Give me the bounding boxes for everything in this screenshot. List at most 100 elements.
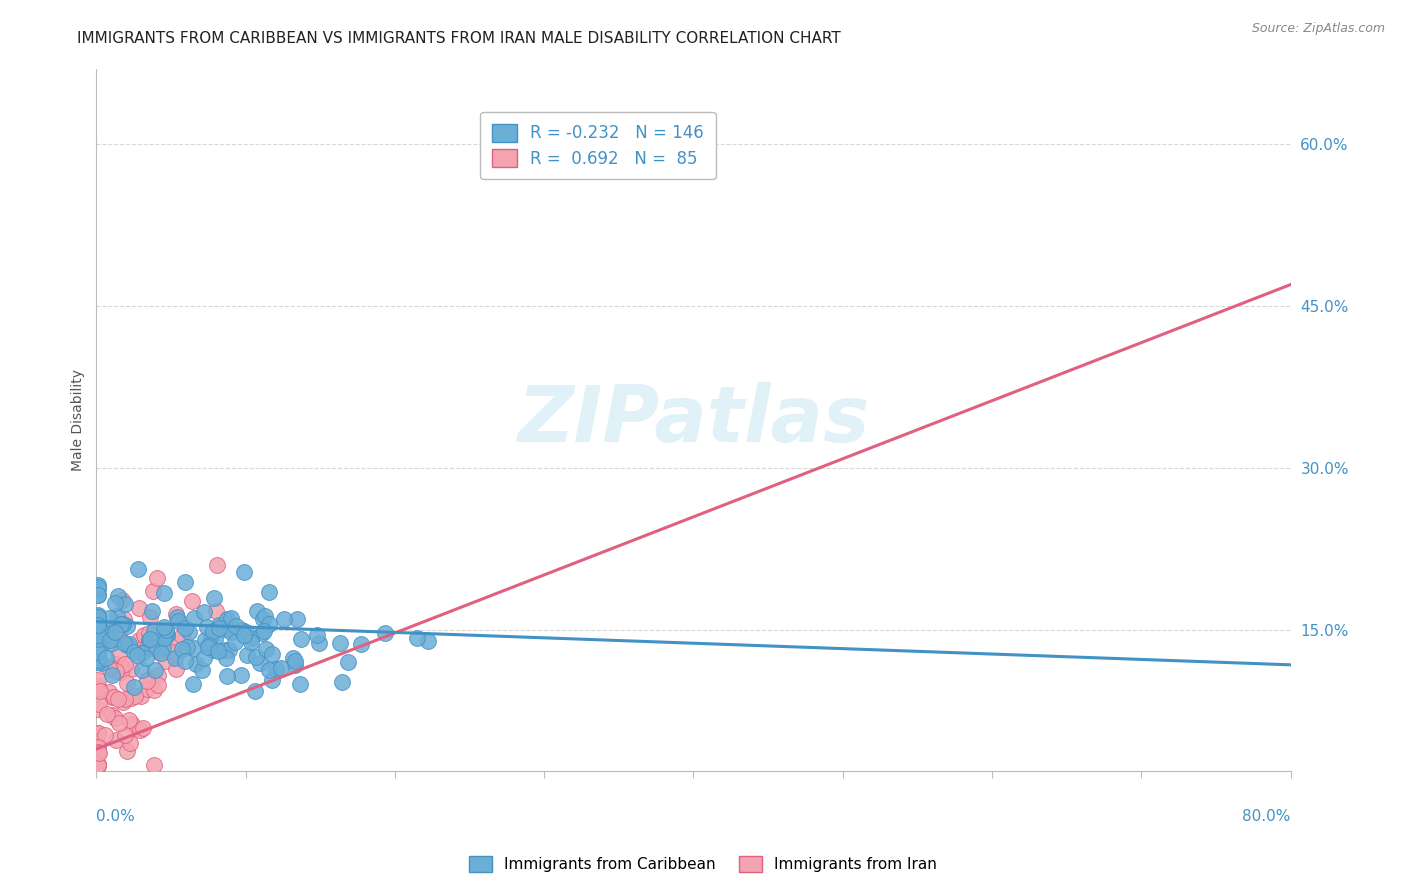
Point [101, 690, 124, 704]
Point [181, 677, 204, 691]
Point [87, 655, 110, 669]
Point [257, 617, 280, 632]
Point [166, 662, 188, 676]
Point [91, 625, 114, 640]
Point [87, 758, 110, 772]
Point [87, 588, 110, 602]
Point [114, 657, 136, 672]
Point [212, 622, 235, 636]
Point [174, 574, 197, 589]
Point [97, 685, 120, 699]
Point [149, 646, 172, 660]
Point [224, 634, 246, 648]
Text: 80.0%: 80.0% [1243, 809, 1291, 824]
Point [104, 595, 127, 609]
Point [117, 619, 139, 633]
Point [141, 640, 163, 655]
Point [112, 636, 135, 650]
Point [117, 744, 139, 758]
Point [89, 684, 111, 698]
Point [114, 728, 136, 742]
Point [183, 610, 205, 624]
Point [148, 668, 170, 682]
Point [107, 589, 129, 603]
Point [104, 664, 127, 678]
Point [89, 640, 111, 654]
Point [87, 726, 110, 740]
Point [87, 640, 110, 654]
Point [87, 679, 110, 693]
Point [135, 650, 157, 665]
Point [141, 604, 163, 618]
Point [183, 640, 205, 655]
Point [219, 611, 242, 625]
Point [87, 582, 110, 596]
Point [87, 610, 110, 624]
Point [87, 758, 110, 772]
Point [155, 627, 177, 641]
Point [87, 628, 110, 642]
Point [87, 651, 110, 665]
Point [107, 631, 129, 645]
Point [98, 630, 121, 644]
Point [252, 612, 274, 626]
Point [406, 632, 429, 646]
Point [132, 721, 155, 735]
Point [239, 631, 262, 645]
Point [101, 636, 124, 650]
Point [101, 668, 124, 682]
Point [124, 689, 146, 703]
Point [221, 624, 243, 639]
Point [87, 588, 110, 602]
Point [143, 758, 166, 772]
Point [239, 634, 262, 648]
Point [131, 646, 153, 660]
Point [128, 600, 150, 615]
Point [128, 633, 150, 648]
Point [108, 716, 131, 731]
Point [270, 661, 292, 675]
Point [101, 707, 124, 722]
Point [186, 657, 208, 671]
Point [155, 654, 177, 668]
Point [166, 610, 188, 624]
Point [254, 642, 277, 657]
Point [87, 581, 110, 595]
Point [197, 620, 219, 634]
Point [284, 654, 307, 668]
Point [87, 609, 110, 624]
Point [93, 727, 115, 741]
Point [87, 629, 110, 643]
Point [94, 621, 117, 635]
Point [250, 626, 273, 640]
Point [110, 616, 132, 631]
Point [329, 635, 352, 649]
Point [87, 636, 110, 650]
Point [374, 625, 396, 640]
Point [103, 624, 125, 639]
Point [136, 681, 159, 696]
Point [167, 615, 190, 629]
Point [152, 640, 174, 655]
Point [235, 625, 257, 640]
Point [87, 758, 110, 772]
Point [208, 618, 231, 632]
Point [198, 638, 221, 652]
Point [87, 617, 110, 632]
Point [330, 675, 353, 690]
Point [208, 621, 231, 635]
Point [146, 572, 169, 586]
Point [249, 656, 271, 670]
Point [135, 673, 157, 688]
Point [98, 611, 121, 625]
Point [128, 723, 150, 738]
Point [217, 669, 239, 683]
Point [336, 655, 359, 669]
Point [201, 624, 224, 639]
Point [207, 558, 229, 572]
Point [288, 677, 311, 691]
Point [131, 663, 153, 677]
Point [87, 619, 110, 633]
Point [87, 746, 110, 760]
Point [87, 726, 110, 740]
